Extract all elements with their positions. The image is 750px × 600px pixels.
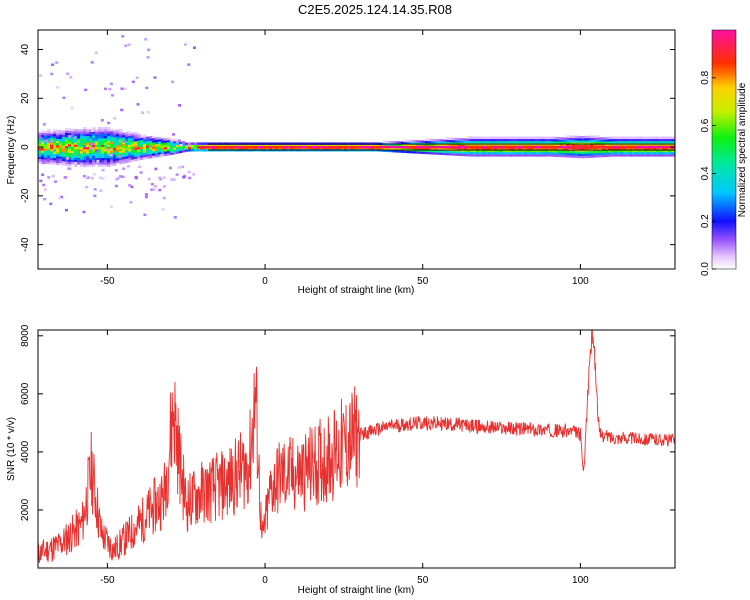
snr-panel: -50 0 50 100 2000 4000 6000 8000 Height of str… <box>6 324 676 596</box>
top-y-axis-label: Frequency (Hz) <box>6 116 17 185</box>
snr-frame <box>37 329 676 569</box>
top-x-tick-label: 100 <box>572 276 589 287</box>
colorbar-tick-label: 0.6 <box>700 118 711 132</box>
top-x-tick-label: 50 <box>417 276 429 287</box>
top-y-tick-label: -20 <box>20 188 31 203</box>
bottom-y-tick-label: 6000 <box>20 382 31 405</box>
bottom-x-tick-label: 0 <box>262 575 268 586</box>
colorbar-tick-label: 0.0 <box>700 262 711 276</box>
chart-title: C2E5.2025.124.14.35.R08 <box>298 2 452 17</box>
bottom-y-tick-label: 8000 <box>20 324 31 347</box>
colorbar-tick-label: 0.4 <box>700 166 711 180</box>
colorbar: 0.0 0.2 0.4 0.6 0.8 Normalized spectral ampl… <box>700 29 748 276</box>
top-x-tick-label: -50 <box>100 276 115 287</box>
bottom-y-tick-label: 2000 <box>20 498 31 521</box>
bottom-x-tick-label: 50 <box>417 575 429 586</box>
colorbar-label: Normalized spectral amplitude <box>737 82 748 217</box>
top-y-tick-label: -40 <box>20 237 31 252</box>
spectrogram-heatmap <box>38 35 675 219</box>
bottom-x-tick-label: -50 <box>100 575 115 586</box>
bottom-x-tick-label: 100 <box>572 575 589 586</box>
top-y-tick-label: 20 <box>20 92 31 104</box>
top-y-tick-label: 40 <box>20 44 31 56</box>
snr-series-line <box>38 330 675 563</box>
colorbar-tick-label: 0.8 <box>700 70 711 84</box>
spectrogram-frame <box>37 29 676 270</box>
bottom-y-axis-label: SNR (10 * v/v) <box>6 417 17 481</box>
bottom-x-axis-label: Height of straight line (km) <box>298 585 415 596</box>
top-y-tick-label: 0 <box>20 144 31 150</box>
top-x-tick-label: 0 <box>262 276 268 287</box>
bottom-y-tick-label: 4000 <box>20 440 31 463</box>
colorbar-gradient <box>711 29 737 270</box>
spectrogram-panel: -50 0 50 100 -40 -20 0 20 40 Height of straight… <box>6 29 676 296</box>
colorbar-tick-label: 0.2 <box>700 214 711 228</box>
top-x-axis-label: Height of straight line (km) <box>298 285 415 296</box>
